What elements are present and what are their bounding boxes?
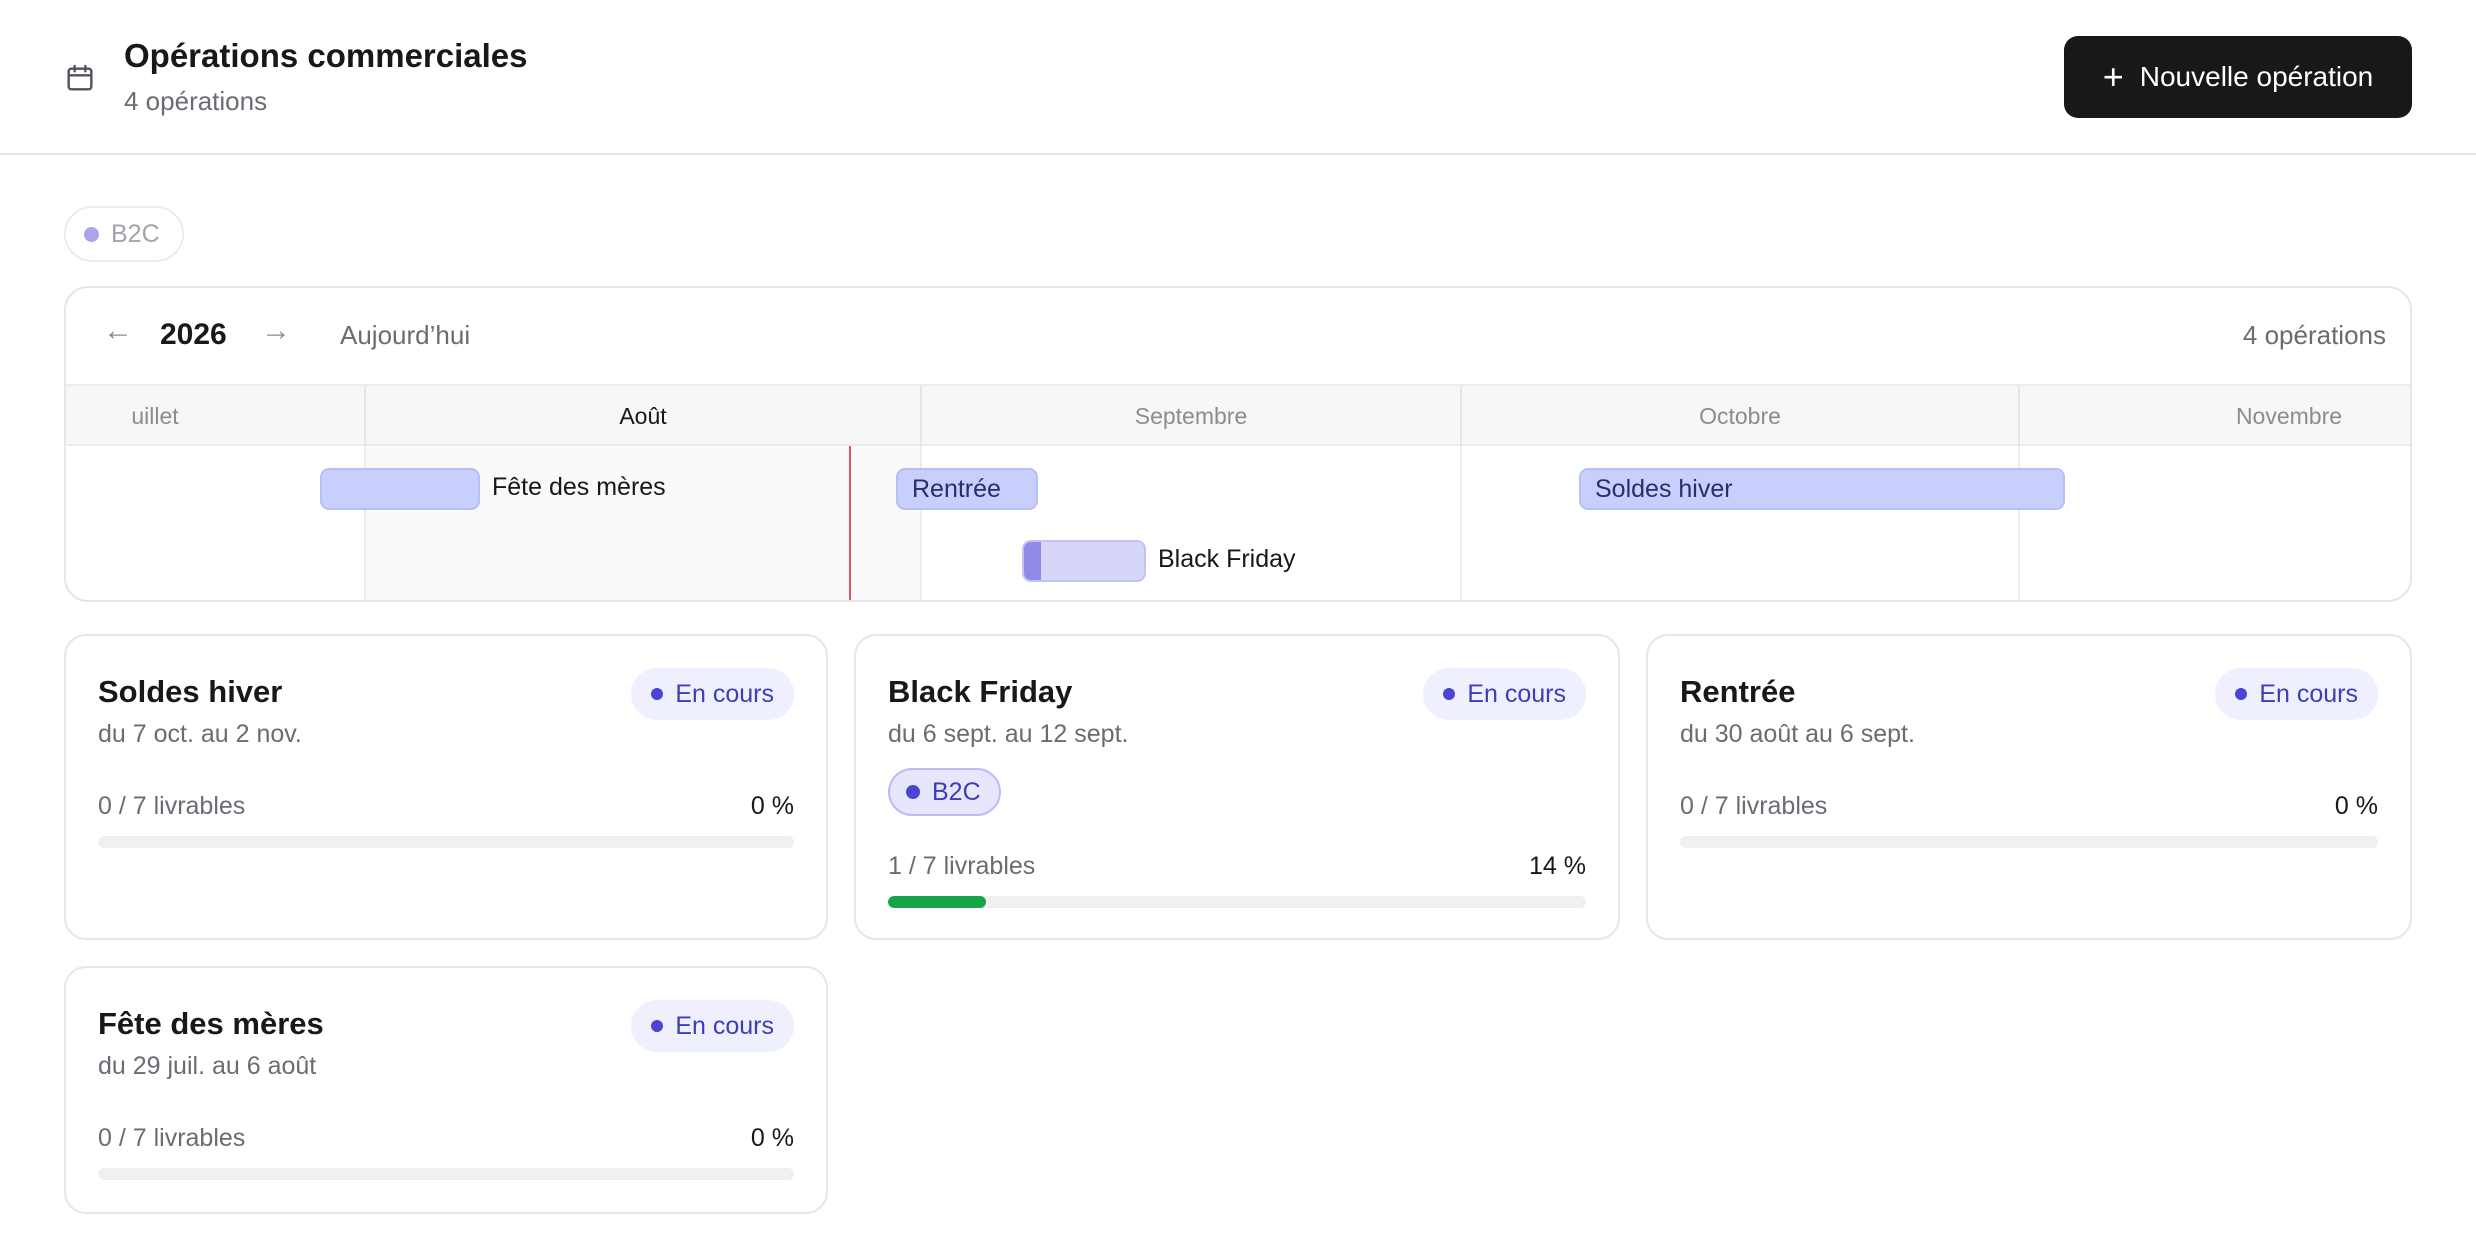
month-divider	[364, 446, 366, 600]
status-label: En cours	[675, 1011, 774, 1040]
timeline-bar-progress	[1024, 542, 1041, 580]
card-title: Rentrée	[1680, 674, 1796, 709]
deliverables-count: 0 / 7 livrables	[98, 1124, 246, 1152]
deliverables-count: 0 / 7 livrables	[98, 792, 246, 820]
progress-track	[888, 896, 1586, 908]
card-title: Fête des mères	[98, 1006, 324, 1041]
month-label: Octobre	[1460, 386, 2018, 446]
progress-percent: 0 %	[750, 1124, 794, 1152]
progress-percent: 0 %	[750, 792, 794, 820]
status-badge: En cours	[631, 1000, 794, 1052]
calendar-icon	[67, 64, 93, 91]
timeline-body: Fête des mères Rentrée Soldes hiver Blac…	[66, 446, 2410, 600]
progress-percent: 14 %	[1529, 852, 1586, 880]
timeline-bar-label: Fête des mères	[492, 473, 666, 501]
timeline-bar-black-friday[interactable]	[1022, 540, 1146, 582]
card-title: Soldes hiver	[98, 674, 283, 709]
status-dot	[651, 688, 664, 700]
status-dot	[1443, 688, 1456, 700]
status-label: En cours	[1467, 679, 1566, 708]
operation-card-rentree[interactable]: Rentrée du 30 août au 6 sept. En cours 0…	[1646, 634, 2412, 940]
card-title: Black Friday	[888, 674, 1073, 709]
status-label: En cours	[675, 679, 774, 708]
year-label: 2026	[160, 318, 227, 351]
progress-track	[98, 836, 794, 848]
filter-dot	[84, 226, 99, 242]
today-button[interactable]: Aujourd’hui	[340, 320, 471, 350]
card-dates: du 29 juil. au 6 août	[98, 1052, 317, 1080]
status-badge: En cours	[2215, 668, 2378, 720]
progress-percent: 0 %	[2334, 792, 2378, 820]
plus-icon: +	[2102, 56, 2124, 97]
month-label: Septembre	[920, 386, 1460, 446]
month-divider	[920, 446, 922, 600]
page-title: Opérations commerciales	[124, 37, 528, 74]
card-dates: du 30 août au 6 sept.	[1680, 720, 1915, 748]
month-header: uillet Août Septembre Octobre Novembre	[66, 384, 2410, 446]
status-dot	[2235, 688, 2248, 700]
month-divider	[2018, 446, 2020, 600]
status-badge: En cours	[631, 668, 794, 720]
progress-track	[1680, 836, 2378, 848]
operation-card-fete-des-meres[interactable]: Fête des mères du 29 juil. au 6 août En …	[64, 966, 828, 1214]
filter-chip-label: B2C	[111, 219, 160, 248]
status-dot	[651, 1020, 664, 1032]
status-badge: En cours	[1423, 668, 1586, 720]
timeline-bar-label: Black Friday	[1158, 545, 1296, 573]
new-operation-button-label: Nouvelle opération	[2139, 61, 2374, 92]
timeline-bar-fete-des-meres[interactable]	[320, 468, 480, 510]
timeline-panel: ← 2026 → Aujourd’hui 4 opérations uillet…	[64, 286, 2412, 602]
progress-track	[98, 1168, 794, 1180]
month-label: Novembre	[2018, 386, 2410, 446]
tag-b2c: B2C	[888, 768, 1001, 816]
progress-fill	[888, 896, 986, 908]
operation-card-soldes-hiver[interactable]: Soldes hiver du 7 oct. au 2 nov. En cour…	[64, 634, 828, 940]
status-label: En cours	[2259, 679, 2358, 708]
tag-label: B2C	[932, 777, 981, 806]
filter-chip-b2c[interactable]: B2C	[64, 206, 184, 262]
timeline-count: 4 opérations	[2242, 320, 2386, 350]
page-subtitle: 4 opérations	[124, 86, 268, 116]
card-dates: du 7 oct. au 2 nov.	[98, 720, 302, 748]
operation-card-black-friday[interactable]: Black Friday du 6 sept. au 12 sept. En c…	[854, 634, 1620, 940]
timeline-bar-label: Rentrée	[912, 474, 1001, 503]
timeline-bar-rentree[interactable]: Rentrée	[896, 468, 1038, 510]
arrow-right-icon[interactable]: →	[261, 314, 291, 347]
new-operation-button[interactable]: + Nouvelle opération	[2064, 36, 2412, 118]
card-dates: du 6 sept. au 12 sept.	[888, 720, 1129, 748]
deliverables-count: 1 / 7 livrables	[888, 852, 1036, 880]
month-label-current: Août	[364, 386, 920, 446]
deliverables-count: 0 / 7 livrables	[1680, 792, 1828, 820]
month-divider	[1460, 446, 1462, 600]
arrow-left-icon[interactable]: ←	[103, 314, 133, 347]
timeline-bar-soldes-hiver[interactable]: Soldes hiver	[1579, 468, 2065, 510]
timeline-toolbar: ← 2026 → Aujourd’hui 4 opérations	[66, 288, 2410, 384]
month-label: uillet	[131, 402, 179, 429]
tag-dot	[906, 785, 920, 799]
timeline-bar-label: Soldes hiver	[1595, 474, 1733, 503]
today-marker	[849, 446, 851, 600]
page-header: Opérations commerciales 4 opérations + N…	[0, 0, 2476, 155]
